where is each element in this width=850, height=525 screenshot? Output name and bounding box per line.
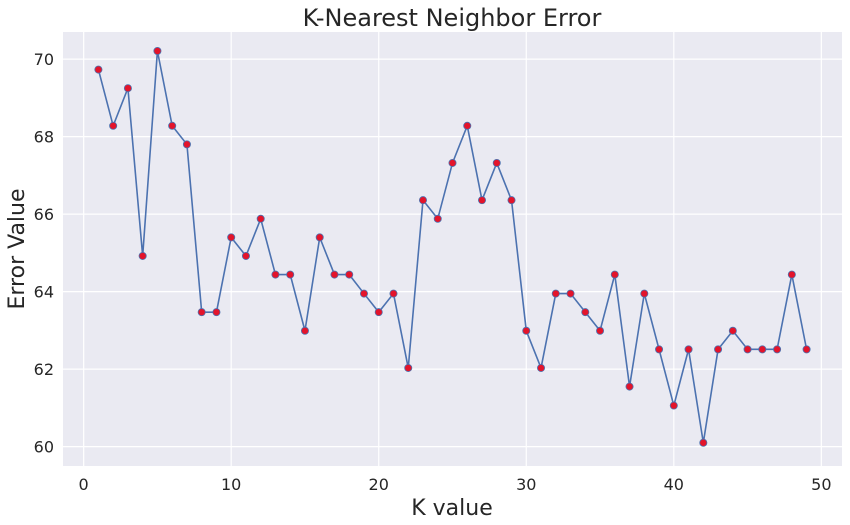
data-point: [345, 270, 354, 279]
data-point: [197, 308, 206, 317]
data-point: [374, 308, 383, 317]
data-point: [684, 345, 693, 354]
y-tick-label: 64: [34, 283, 54, 302]
y-tick-label: 68: [34, 128, 54, 147]
data-point: [241, 251, 250, 260]
data-point: [300, 326, 309, 335]
data-point: [418, 196, 427, 205]
data-point: [256, 214, 265, 223]
data-point: [699, 438, 708, 447]
data-point: [566, 289, 575, 298]
chart-title: K-Nearest Neighbor Error: [303, 4, 602, 32]
data-point: [433, 214, 442, 223]
data-point: [596, 326, 605, 335]
x-tick-labels: 0 10 20 30 40 50: [79, 475, 832, 494]
x-tick-label: 30: [516, 475, 536, 494]
data-point: [610, 270, 619, 279]
data-point: [522, 326, 531, 335]
data-point: [758, 345, 767, 354]
data-point: [669, 401, 678, 410]
x-gridlines: [83, 32, 822, 466]
data-point: [404, 363, 413, 372]
data-point: [168, 121, 177, 130]
y-tick-label: 70: [34, 50, 54, 69]
data-point: [271, 270, 280, 279]
data-point: [478, 196, 487, 205]
data-point: [138, 251, 147, 260]
data-point: [330, 270, 339, 279]
data-point: [802, 345, 811, 354]
x-tick-label: 40: [664, 475, 684, 494]
x-tick-label: 0: [79, 475, 89, 494]
data-point: [537, 363, 546, 372]
data-point: [507, 196, 516, 205]
data-point: [655, 345, 664, 354]
data-point: [359, 289, 368, 298]
y-gridlines: [63, 58, 842, 448]
data-point: [551, 289, 560, 298]
x-tick-label: 20: [369, 475, 389, 494]
data-point: [743, 345, 752, 354]
data-point: [448, 158, 457, 167]
error-series-markers: [94, 46, 811, 447]
data-point: [463, 121, 472, 130]
data-point: [714, 345, 723, 354]
data-point: [640, 289, 649, 298]
y-tick-label: 60: [34, 438, 54, 457]
y-axis-label: Error Value: [5, 188, 30, 309]
data-point: [728, 326, 737, 335]
data-point: [286, 270, 295, 279]
data-point: [94, 65, 103, 74]
data-point: [227, 233, 236, 242]
data-point: [212, 308, 221, 317]
data-point: [773, 345, 782, 354]
y-tick-label: 62: [34, 360, 54, 379]
data-point: [787, 270, 796, 279]
data-point: [389, 289, 398, 298]
x-tick-label: 10: [221, 475, 241, 494]
y-tick-label: 66: [34, 205, 54, 224]
data-point: [109, 121, 118, 130]
x-axis-label: K value: [411, 496, 493, 521]
plot-area: [63, 32, 842, 466]
x-tick-label: 50: [811, 475, 831, 494]
data-point: [492, 158, 501, 167]
data-point: [123, 84, 132, 93]
data-point: [581, 308, 590, 317]
data-point: [182, 140, 191, 149]
data-point: [625, 382, 634, 391]
data-point: [153, 46, 162, 55]
data-point: [315, 233, 324, 242]
y-tick-labels: 60 62 64 66 68 70: [34, 50, 54, 457]
